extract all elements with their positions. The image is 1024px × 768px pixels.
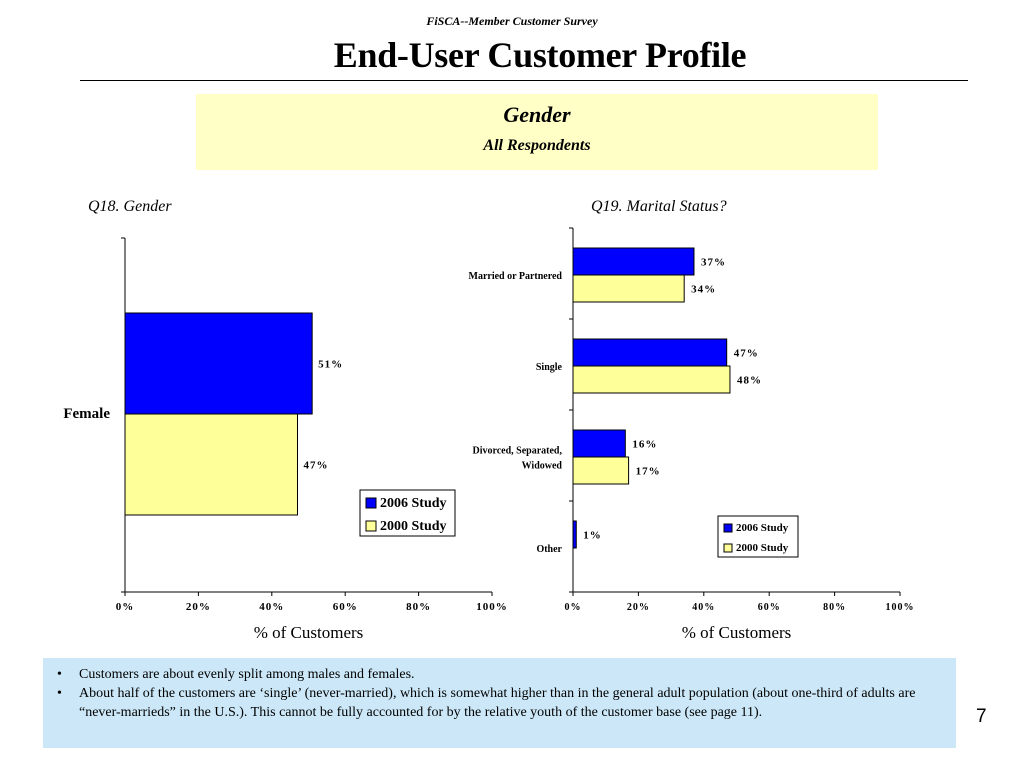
marital-legend-swatch — [723, 523, 733, 533]
gender-x-tick-label: 0% — [116, 601, 135, 613]
marital-bar — [572, 338, 728, 367]
marital-category-label: Widowed — [522, 461, 563, 472]
marital-legend-swatch — [723, 543, 733, 553]
gender-legend-label: 2006 Study — [380, 496, 447, 511]
note-item: • About half of the customers are ‘single… — [57, 686, 916, 720]
marital-x-tick-label: 60% — [758, 602, 781, 613]
marital-category-label: Married or Partnered — [469, 271, 563, 282]
marital-bar — [572, 456, 630, 485]
gender-x-axis-title: % of Customers — [254, 623, 364, 642]
marital-category-label: Divorced, Separated, — [472, 446, 562, 457]
title-divider — [80, 80, 968, 81]
gender-legend-swatch — [365, 497, 377, 509]
marital-bar — [572, 247, 695, 276]
marital-x-tick-label: 0% — [565, 602, 582, 613]
page-number: 7 — [976, 706, 987, 727]
banner-subtitle: All Respondents — [483, 137, 591, 154]
gender-x-tick-label: 40% — [259, 601, 284, 613]
gender-legend-swatch — [365, 520, 377, 532]
note-item: • Customers are about evenly split among … — [57, 667, 415, 682]
gender-x-tick-label: 100% — [476, 601, 508, 613]
gender-data-label: 51% — [318, 359, 343, 371]
marital-chart-title: Q19. Marital Status? — [591, 198, 727, 215]
marital-data-label: 47% — [734, 348, 759, 360]
survey-subtitle: FiSCA--Member Customer Survey — [426, 14, 598, 28]
marital-legend — [717, 515, 799, 558]
banner-title: Gender — [503, 102, 571, 127]
gender-bar — [124, 413, 298, 516]
note-text: Customers are about evenly split among m… — [79, 667, 415, 682]
note-text: About half of the customers are ‘single’… — [79, 686, 916, 720]
gender-x-tick-label: 60% — [333, 601, 358, 613]
gender-x-tick-label: 20% — [186, 601, 211, 613]
marital-bar — [572, 520, 577, 549]
marital-bar — [572, 429, 626, 458]
page-title: End-User Customer Profile — [333, 35, 747, 75]
marital-data-label: 48% — [737, 375, 762, 387]
gender-legend-label: 2000 Study — [380, 519, 447, 534]
marital-x-tick-label: 100% — [886, 602, 915, 613]
gender-category-label: Female — [63, 406, 110, 422]
marital-data-label: 16% — [632, 439, 657, 451]
marital-x-tick-label: 40% — [692, 602, 715, 613]
marital-data-label: 37% — [701, 257, 726, 269]
marital-legend-label: 2000 Study — [736, 542, 789, 554]
section-banner: Gender All Respondents — [196, 94, 878, 170]
notes-box: • Customers are about evenly split among … — [43, 658, 956, 748]
marital-data-label: 34% — [691, 284, 716, 296]
marital-x-tick-label: 80% — [823, 602, 846, 613]
gender-chart-title: Q18. Gender — [88, 198, 172, 215]
marital-category-label: Other — [536, 544, 562, 555]
marital-category-label: Single — [536, 362, 563, 373]
marital-legend-label: 2006 Study — [736, 522, 789, 534]
gender-x-tick-label: 80% — [406, 601, 431, 613]
gender-data-label: 47% — [303, 460, 328, 472]
gender-bar — [124, 312, 313, 415]
marital-x-axis-title: % of Customers — [682, 623, 792, 642]
marital-bar — [572, 274, 685, 303]
marital-data-label: 1% — [583, 530, 602, 542]
marital-bar — [572, 365, 731, 394]
marital-x-tick-label: 20% — [627, 602, 650, 613]
marital-data-label: 17% — [636, 466, 661, 478]
